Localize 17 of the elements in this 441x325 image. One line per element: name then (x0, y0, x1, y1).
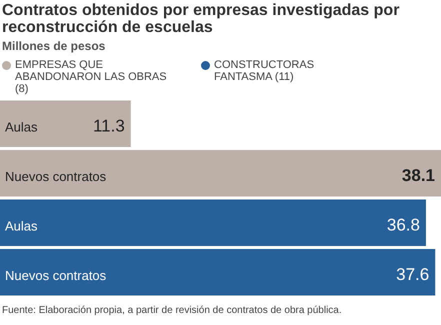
data-label: 37.6 (396, 264, 430, 284)
bar (0, 199, 426, 246)
bar (0, 150, 441, 197)
y-tick-label: Nuevos contratos (5, 168, 107, 184)
chart-subtitle: Millones de pesos (1, 38, 106, 53)
y-tick-label: Aulas (5, 119, 38, 134)
data-label: 11.3 (92, 116, 125, 136)
legend-label: CONSTRUCTORAS FANTASMA (11) (214, 59, 316, 83)
data-label: 38.1 (402, 166, 435, 185)
source-note: Fuente: Elaboración propia, a partir de revisión de contratos de obra pública. (1, 304, 343, 316)
chart-title: Contratos obtenidos por empresas investigadas por reconstrucción de escuelas (1, 1, 400, 36)
y-tick-label: Aulas (5, 218, 38, 234)
data-label: 36.8 (386, 215, 420, 234)
bar (0, 248, 436, 296)
bar (0, 100, 131, 148)
y-tick-label: Nuevos contratos (5, 268, 107, 283)
legend-label: EMPRESAS QUE ABANDONARON LAS OBRAS (8) (15, 59, 168, 95)
